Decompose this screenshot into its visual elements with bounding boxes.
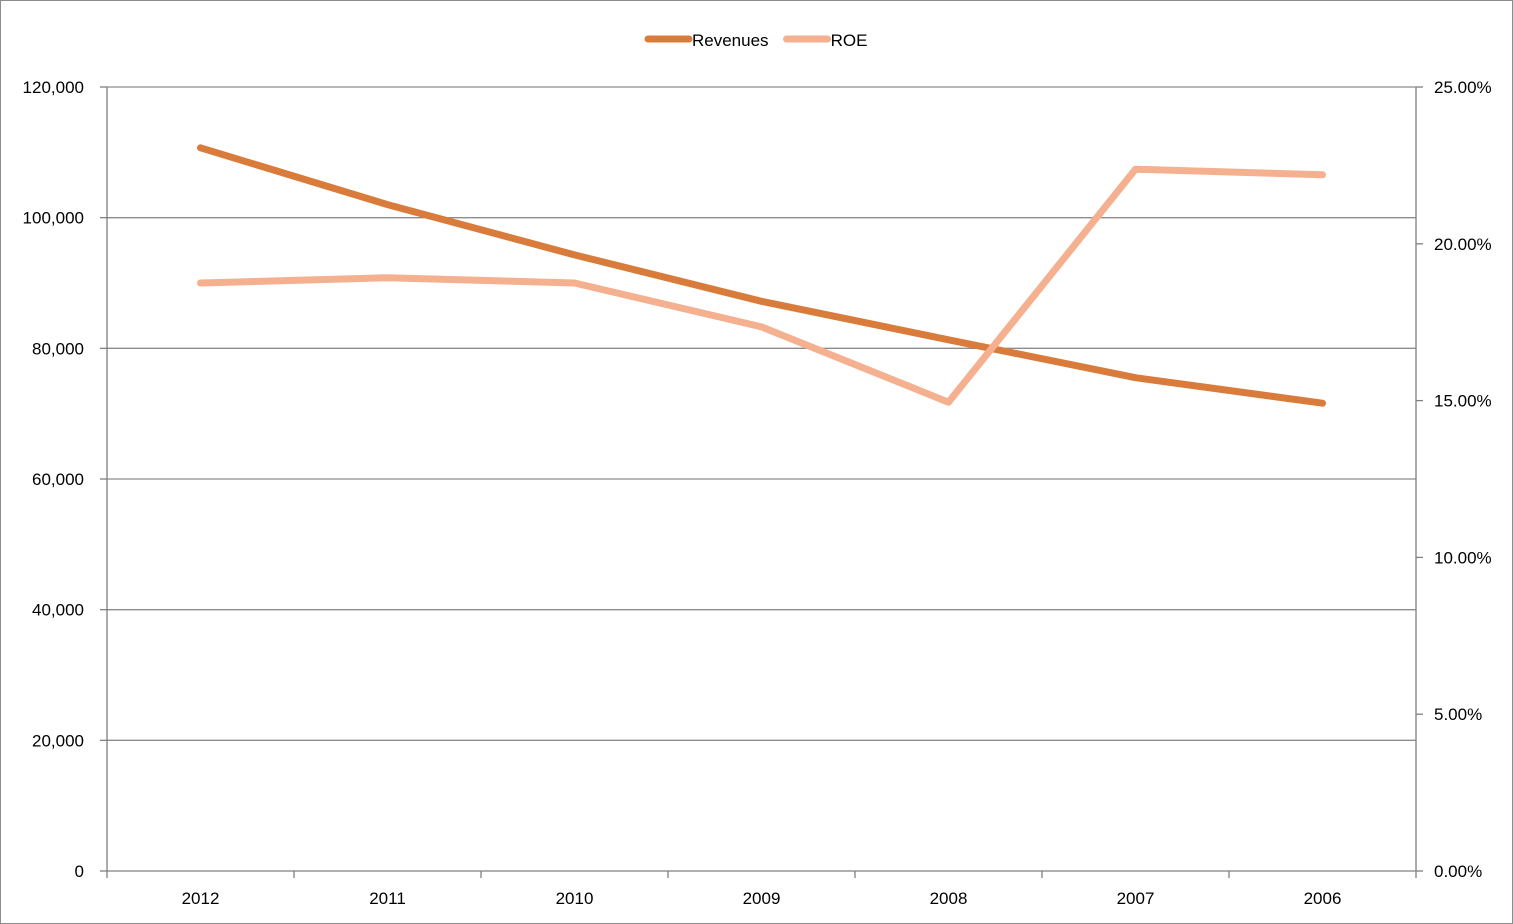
x-tick-label: 2009	[743, 889, 781, 908]
series-line-roe	[197, 165, 1326, 406]
x-tick-label: 2010	[556, 889, 594, 908]
x-tick-label: 2012	[182, 889, 220, 908]
right-y-tick-label: 10.00%	[1434, 548, 1492, 567]
right-y-tick-label: 0.00%	[1434, 862, 1482, 881]
x-tick-label: 2007	[1117, 889, 1155, 908]
x-tick-label: 2011	[369, 889, 406, 908]
series-line-revenues	[197, 144, 1326, 407]
left-y-tick-label: 20,000	[32, 731, 84, 750]
legend-label-revenues: Revenues	[692, 31, 769, 50]
right-y-tick-label: 15.00%	[1434, 392, 1492, 411]
left-y-tick-label: 120,000	[23, 78, 84, 97]
left-y-tick-label: 80,000	[32, 339, 84, 358]
right-y-tick-label: 25.00%	[1434, 78, 1492, 97]
left-y-tick-label: 100,000	[23, 209, 84, 228]
x-tick-label: 2008	[930, 889, 968, 908]
left-y-tick-label: 40,000	[32, 601, 84, 620]
left-y-tick-label: 0	[75, 862, 84, 881]
right-y-tick-label: 20.00%	[1434, 235, 1492, 254]
left-y-tick-label: 60,000	[32, 470, 84, 489]
x-tick-label: 2006	[1304, 889, 1342, 908]
legend-label-roe: ROE	[831, 31, 868, 50]
right-y-tick-label: 5.00%	[1434, 705, 1482, 724]
